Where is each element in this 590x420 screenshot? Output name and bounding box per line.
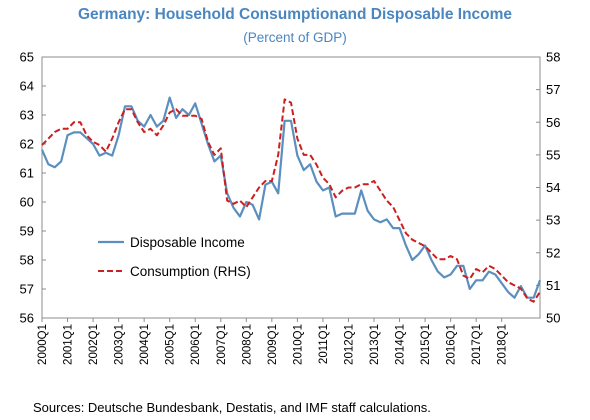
left-tick-label: 61 [20,166,34,181]
plot-frame [41,56,541,319]
x-tick-label: 2004Q1 [139,324,151,365]
x-tick-label: 2018Q1 [497,324,509,365]
series-line-disposable-income [40,96,542,299]
x-tick-label: 2009Q1 [267,324,279,365]
right-tick-label: 50 [546,311,560,326]
x-axis-ticks: 2000Q1 2001Q1 2002Q1 2003Q1 2004Q1 2005Q1 2006… [37,318,509,365]
x-tick-label: 2014Q1 [395,324,407,365]
legend: Disposable Income Consumption (RHS) [98,235,251,279]
chart-title: Germany: Household Consumptionand Dispos… [77,6,513,23]
left-tick-label: 59 [20,224,34,239]
x-tick-label: 2001Q1 [63,324,75,365]
left-tick-label: 56 [20,311,34,326]
x-tick-label: 2015Q1 [420,324,432,365]
x-tick-label: 2005Q1 [165,324,177,365]
left-tick-label: 63 [20,108,34,123]
x-tick-label: 2012Q1 [343,324,355,365]
x-tick-label: 2002Q1 [88,324,100,365]
left-tick-label: 64 [20,79,34,94]
right-tick-label: 58 [546,50,560,65]
x-tick-label: 2013Q1 [369,324,381,365]
right-tick-label: 57 [546,82,560,97]
left-tick-label: 60 [20,195,34,210]
x-tick-label: 2016Q1 [446,324,458,365]
x-tick-label: 2007Q1 [216,324,228,365]
x-tick-label: 2000Q1 [37,324,49,365]
series-line-consumption [41,98,541,303]
series-layer [40,96,542,303]
x-tick-label: 2010Q1 [292,324,304,365]
left-tick-label: 58 [20,253,34,268]
right-tick-label: 56 [546,115,560,130]
x-tick-label: 2006Q1 [190,324,202,365]
right-tick-label: 52 [546,245,560,260]
right-axis-ticks: 50 51 52 53 54 55 56 57 58 [536,50,560,326]
x-tick-label: 2017Q1 [471,324,483,365]
left-tick-label: 62 [20,137,34,152]
plot-border [41,56,541,319]
legend-label-consumption: Consumption (RHS) [130,264,251,279]
right-tick-label: 53 [546,213,560,228]
right-tick-label: 54 [546,180,560,195]
right-tick-label: 55 [546,147,560,162]
x-tick-label: 2003Q1 [114,324,126,365]
source-note: Sources: Deutsche Bundesbank, Destatis, … [33,400,431,415]
x-tick-label: 2008Q1 [241,324,253,365]
left-axis-ticks: 56 57 58 59 60 61 62 63 64 65 [20,50,46,326]
chart-subtitle: (Percent of GDP) [243,30,347,45]
x-tick-label: 2011Q1 [318,324,330,364]
legend-label-disposable-income: Disposable Income [130,235,245,250]
left-tick-label: 57 [20,282,34,297]
left-tick-label: 65 [20,50,34,65]
right-tick-label: 51 [546,278,560,293]
